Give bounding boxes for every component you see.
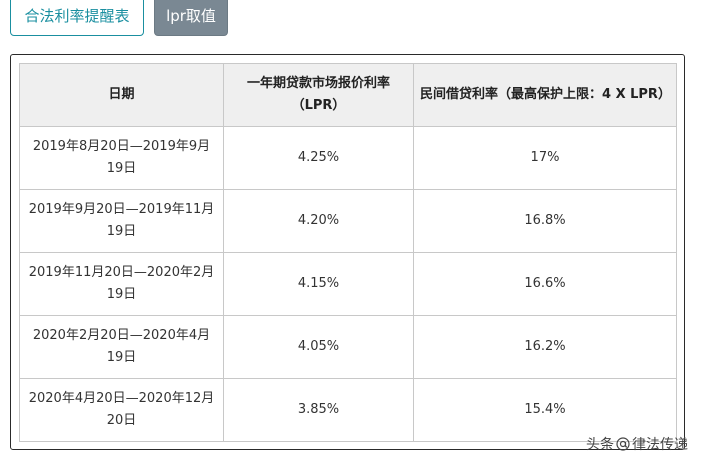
cell-private-rate: 17% bbox=[413, 126, 677, 190]
cell-lpr: 4.15% bbox=[223, 252, 414, 316]
watermark-name: 律法传递 bbox=[632, 437, 688, 453]
header-lpr: 一年期贷款市场报价利率（LPR） bbox=[223, 63, 414, 127]
cell-date: 2019年8月20日—2019年9月19日 bbox=[19, 126, 224, 190]
cell-date: 2020年4月20日—2020年12月20日 bbox=[19, 378, 224, 442]
tab-lpr-values[interactable]: lpr取值 bbox=[154, 0, 228, 36]
table-row: 2019年8月20日—2019年9月19日 4.25% 17% bbox=[19, 126, 677, 190]
cell-date: 2020年2月20日—2020年4月19日 bbox=[19, 315, 224, 379]
cell-lpr: 4.25% bbox=[223, 126, 414, 190]
header-private-lending-rate: 民间借贷利率（最高保护上限：4 X LPR） bbox=[413, 63, 677, 127]
cell-private-rate: 16.2% bbox=[413, 315, 677, 379]
cell-date: 2019年9月20日—2019年11月19日 bbox=[19, 189, 224, 253]
cell-lpr: 4.20% bbox=[223, 189, 414, 253]
table-row: 2019年9月20日—2019年11月19日 4.20% 16.8% bbox=[19, 189, 677, 253]
lpr-panel: 日期 一年期贷款市场报价利率（LPR） 民间借贷利率（最高保护上限：4 X LP… bbox=[10, 54, 685, 450]
cell-lpr: 4.05% bbox=[223, 315, 414, 379]
header-date: 日期 bbox=[19, 63, 224, 127]
table-header-row: 日期 一年期贷款市场报价利率（LPR） 民间借贷利率（最高保护上限：4 X LP… bbox=[19, 63, 677, 127]
lpr-table: 日期 一年期贷款市场报价利率（LPR） 民间借贷利率（最高保护上限：4 X LP… bbox=[19, 63, 677, 442]
cell-private-rate: 16.8% bbox=[413, 189, 677, 253]
table-row: 2019年11月20日—2020年2月19日 4.15% 16.6% bbox=[19, 252, 677, 316]
table-row: 2020年4月20日—2020年12月20日 3.85% 15.4% bbox=[19, 378, 677, 442]
watermark-prefix: 头条 bbox=[586, 437, 614, 453]
cell-date: 2019年11月20日—2020年2月19日 bbox=[19, 252, 224, 316]
at-icon bbox=[616, 437, 630, 451]
tab-bar: 合法利率提醒表 lpr取值 bbox=[0, 0, 702, 40]
cell-private-rate: 15.4% bbox=[413, 378, 677, 442]
tab-legal-rate-reminder[interactable]: 合法利率提醒表 bbox=[10, 0, 144, 36]
table-row: 2020年2月20日—2020年4月19日 4.05% 16.2% bbox=[19, 315, 677, 379]
cell-lpr: 3.85% bbox=[223, 378, 414, 442]
watermark: 头条 律法传递 bbox=[586, 434, 688, 454]
cell-private-rate: 16.6% bbox=[413, 252, 677, 316]
